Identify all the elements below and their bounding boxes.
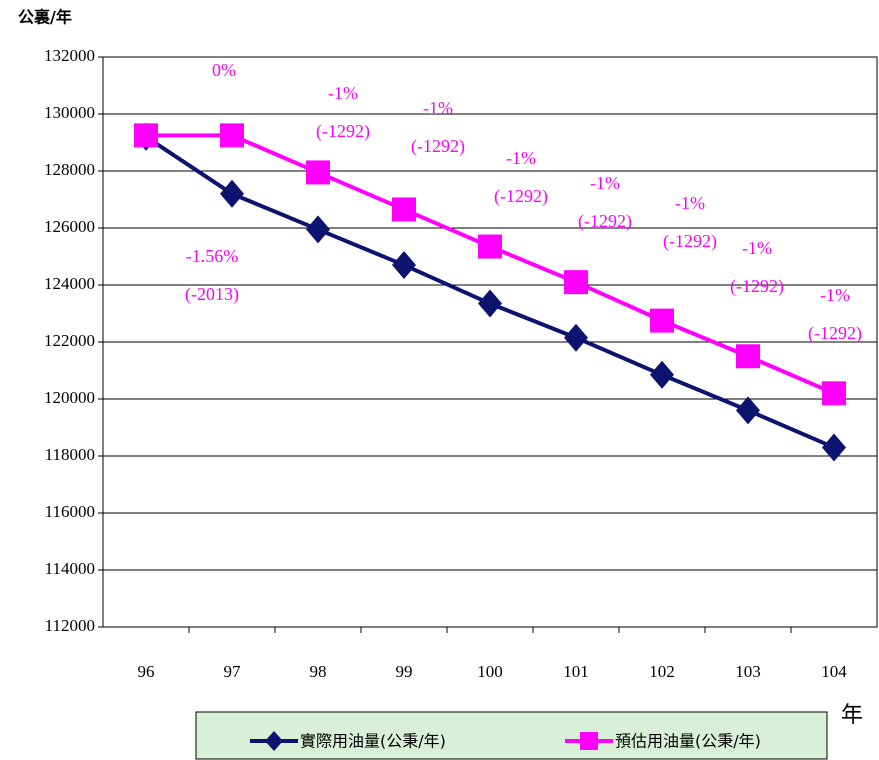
marker: [478, 234, 502, 259]
x-tick-label: 103: [735, 662, 761, 681]
annotation: (-1292): [494, 186, 548, 207]
x-tick-label: 99: [396, 662, 413, 681]
legend-marker: [580, 732, 598, 750]
marker: [306, 215, 330, 244]
marker: [392, 251, 416, 280]
annotation: -1%: [675, 193, 705, 213]
annotation: -1.56%: [186, 246, 239, 266]
annotation: (-1292): [316, 121, 370, 142]
annotation: -1%: [820, 285, 850, 305]
x-tick-label: 100: [477, 662, 503, 681]
y-tick-label: 112000: [45, 616, 95, 635]
y-tick-label: 120000: [44, 388, 95, 407]
marker: [392, 197, 416, 222]
y-tick-label: 132000: [44, 46, 95, 65]
y-tick-label: 126000: [44, 217, 95, 236]
marker: [822, 433, 846, 462]
y-tick-label: 116000: [45, 502, 95, 521]
x-axis-unit: 年: [841, 703, 863, 728]
legend-box: [195, 711, 828, 760]
annotation: 0%: [212, 60, 236, 80]
legend-label: 實際用油量(公秉/年): [300, 732, 446, 751]
marker: [650, 308, 674, 333]
marker: [478, 289, 502, 318]
annotation: (-1292): [578, 211, 632, 232]
marker: [736, 396, 760, 425]
annotation: (-1292): [663, 231, 717, 252]
y-tick-label: 124000: [44, 274, 95, 293]
annotation: -1%: [423, 98, 453, 118]
annotation: (-2013): [185, 284, 239, 305]
marker: [822, 381, 846, 406]
x-tick-label: 104: [821, 662, 847, 681]
marker: [564, 270, 588, 295]
x-tick-label: 97: [224, 662, 242, 681]
y-axis-unit: 公裏/年: [18, 8, 72, 27]
marker: [736, 344, 760, 369]
y-tick-label: 122000: [44, 331, 95, 350]
y-tick-label: 130000: [44, 103, 95, 122]
annotation: (-1292): [730, 276, 784, 297]
marker: [650, 360, 674, 389]
legend-label: 預估用油量(公秉/年): [615, 732, 761, 751]
x-tick-label: 98: [310, 662, 327, 681]
legend-marker: [265, 731, 283, 751]
annotation: (-1292): [411, 136, 465, 157]
annotation: -1%: [506, 148, 536, 168]
y-tick-label: 114000: [45, 559, 95, 578]
marker: [220, 179, 244, 208]
legend: 實際用油量(公秉/年) 預估用油量(公秉/年): [195, 711, 828, 760]
annotation: -1%: [742, 238, 772, 258]
y-tick-label: 128000: [44, 160, 95, 179]
x-tick-label: 96: [138, 662, 155, 681]
annotation: -1%: [328, 83, 358, 103]
marker: [564, 323, 588, 352]
x-tick-label: 101: [563, 662, 589, 681]
annotation: -1%: [590, 173, 620, 193]
annotation: (-1292): [808, 323, 862, 344]
marker: [306, 160, 330, 185]
marker: [220, 123, 244, 148]
y-tick-label: 118000: [45, 445, 95, 464]
marker: [134, 123, 158, 148]
x-tick-label: 102: [649, 662, 675, 681]
